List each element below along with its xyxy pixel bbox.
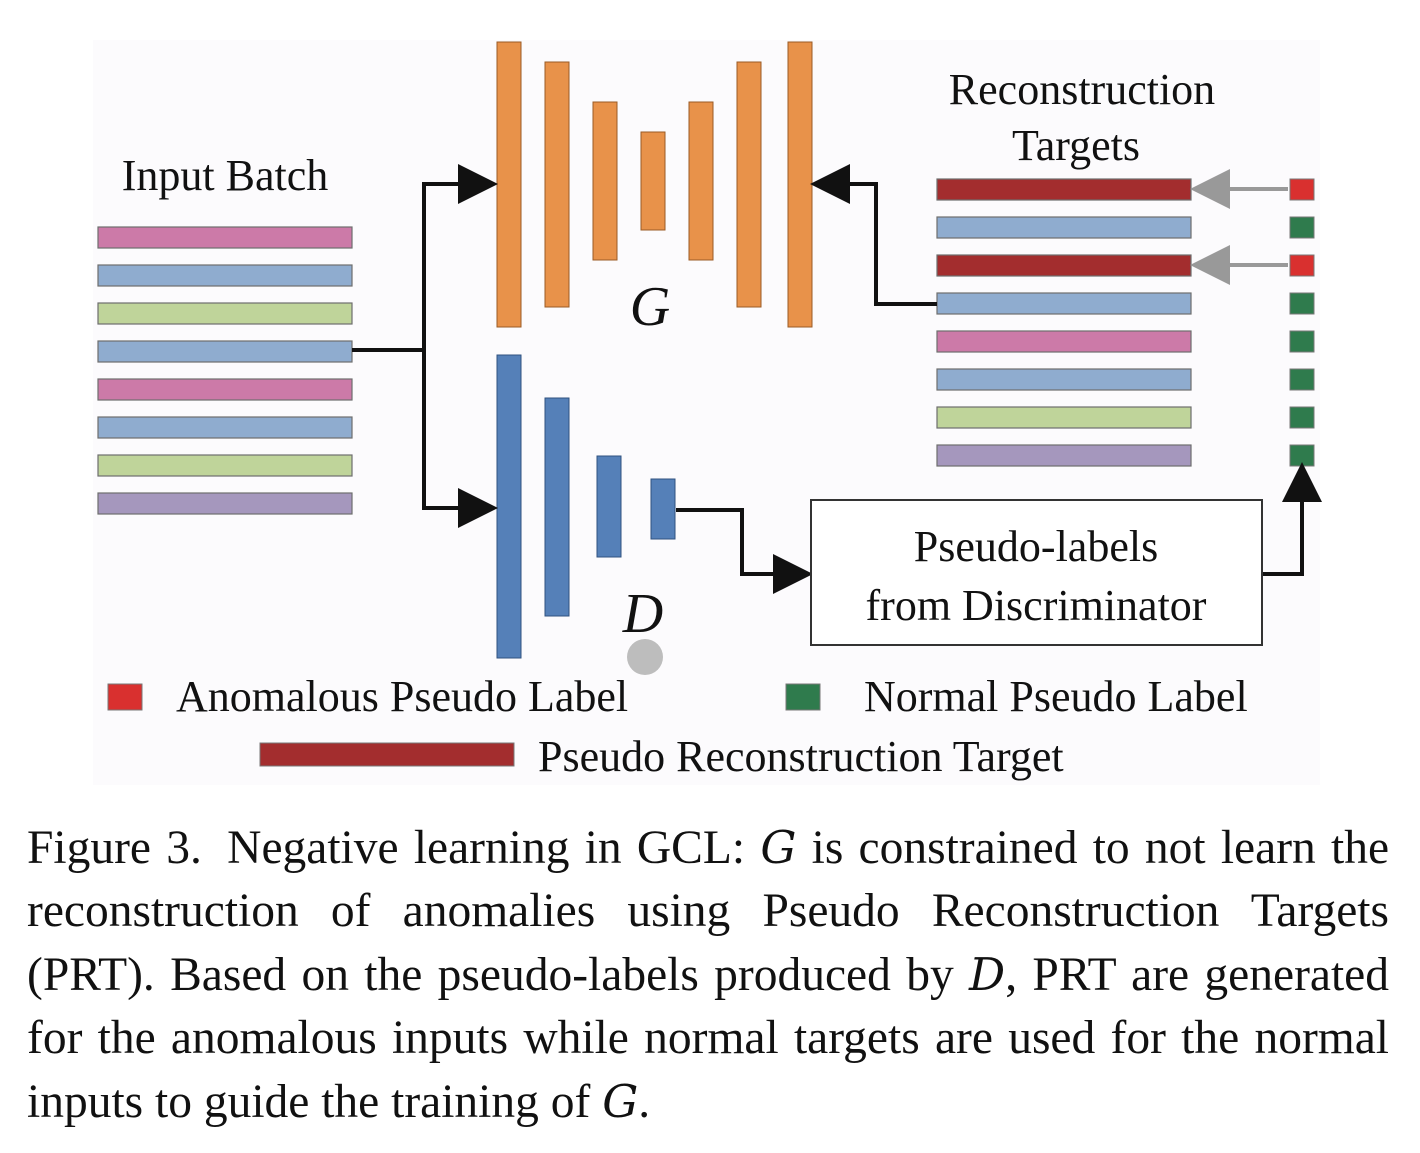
normal-pseudo-label-square (1289, 444, 1315, 467)
generator-layer (688, 101, 714, 261)
caption-text-3: , PRT are generated for the anomalous in… (27, 949, 1390, 1128)
reconstruction-target-bar (936, 292, 1192, 315)
discriminator-to-box-arrow (676, 508, 813, 594)
discriminator-layer (650, 478, 676, 540)
discriminator-layer (496, 354, 522, 659)
discriminator-layer (596, 455, 622, 558)
gcl-figure: Input Batch G D Reconstruction Targets P… (97, 41, 1322, 781)
generator-symbol: G (630, 276, 670, 338)
reconstruction-target-bar (936, 330, 1192, 353)
legend-normal-label: Normal Pseudo Label (864, 672, 1248, 721)
generator-layer (787, 41, 813, 328)
normal-pseudo-label-square (1289, 292, 1315, 315)
discriminator-network (496, 354, 676, 659)
input-batch-bar (97, 454, 353, 477)
input-batch-bar (97, 264, 353, 287)
input-batch-bar (97, 378, 353, 401)
legend-prt-label: Pseudo Reconstruction Target (538, 732, 1064, 781)
reconstruction-targets-label-line1: Reconstruction (949, 65, 1215, 114)
cursor-dot (627, 639, 663, 675)
normal-pseudo-label-square (1289, 406, 1315, 429)
pseudo-labels-box-line1: Pseudo-labels (914, 522, 1158, 571)
generator-autoencoder (496, 41, 813, 328)
reconstruction-targets-label-line2: Targets (1012, 121, 1140, 170)
pseudo-labels-box (810, 499, 1263, 646)
caption-text-1: Negative learning in GCL: (227, 822, 746, 874)
reconstruction-target-bar (936, 254, 1192, 277)
caption-text-4: . (638, 1076, 651, 1128)
reconstruction-target-bar (936, 444, 1192, 467)
anomalous-pseudo-label-square (1289, 178, 1315, 201)
input-batch-bar (97, 492, 353, 515)
caption-figure-label: Figure 3. (27, 822, 202, 874)
normal-pseudo-label-square (1289, 368, 1315, 391)
figure-caption: Figure 3. Negative learning in GCL: G is… (27, 816, 1389, 1134)
targets-to-generator-arrow (810, 164, 937, 306)
generator-layer (496, 41, 522, 328)
legend-prt-swatch (259, 742, 515, 767)
branch-to-generator-arrow (422, 164, 498, 350)
caption-generator-symbol-2: G (602, 1075, 639, 1128)
legend-normal-swatch (785, 683, 821, 711)
reconstruction-target-bar (936, 406, 1192, 429)
generator-layer (592, 101, 618, 261)
input-batch-label: Input Batch (122, 151, 329, 200)
reconstruction-target-bar (936, 178, 1192, 201)
input-batch-bars (97, 226, 353, 515)
box-to-labels-arrow (1262, 462, 1322, 576)
normal-pseudo-label-square (1289, 216, 1315, 239)
discriminator-layer (544, 397, 570, 617)
caption-text-2: is constrained to not learn the reconstr… (27, 822, 1390, 1001)
input-batch-bar (97, 302, 353, 325)
legend-anomalous-swatch (107, 683, 143, 711)
reconstruction-target-bars (936, 178, 1192, 467)
generator-layer (640, 131, 666, 231)
input-batch-bar (97, 226, 353, 249)
pseudo-label-squares (1289, 178, 1315, 467)
reconstruction-target-bar (936, 368, 1192, 391)
anomalous-pseudo-label-square (1289, 254, 1315, 277)
reconstruction-target-bar (936, 216, 1192, 239)
caption-discriminator-symbol: D (969, 948, 1006, 1001)
pseudo-labels-box-line2: from Discriminator (866, 581, 1207, 630)
normal-pseudo-label-square (1289, 330, 1315, 353)
branch-to-discriminator-arrow (422, 350, 498, 528)
legend-anomalous-label: Anomalous Pseudo Label (176, 672, 628, 721)
generator-layer (544, 61, 570, 308)
generator-layer (736, 61, 762, 308)
input-batch-bar (97, 340, 353, 363)
input-batch-bar (97, 416, 353, 439)
discriminator-symbol: D (622, 583, 663, 645)
caption-generator-symbol: G (760, 821, 797, 874)
